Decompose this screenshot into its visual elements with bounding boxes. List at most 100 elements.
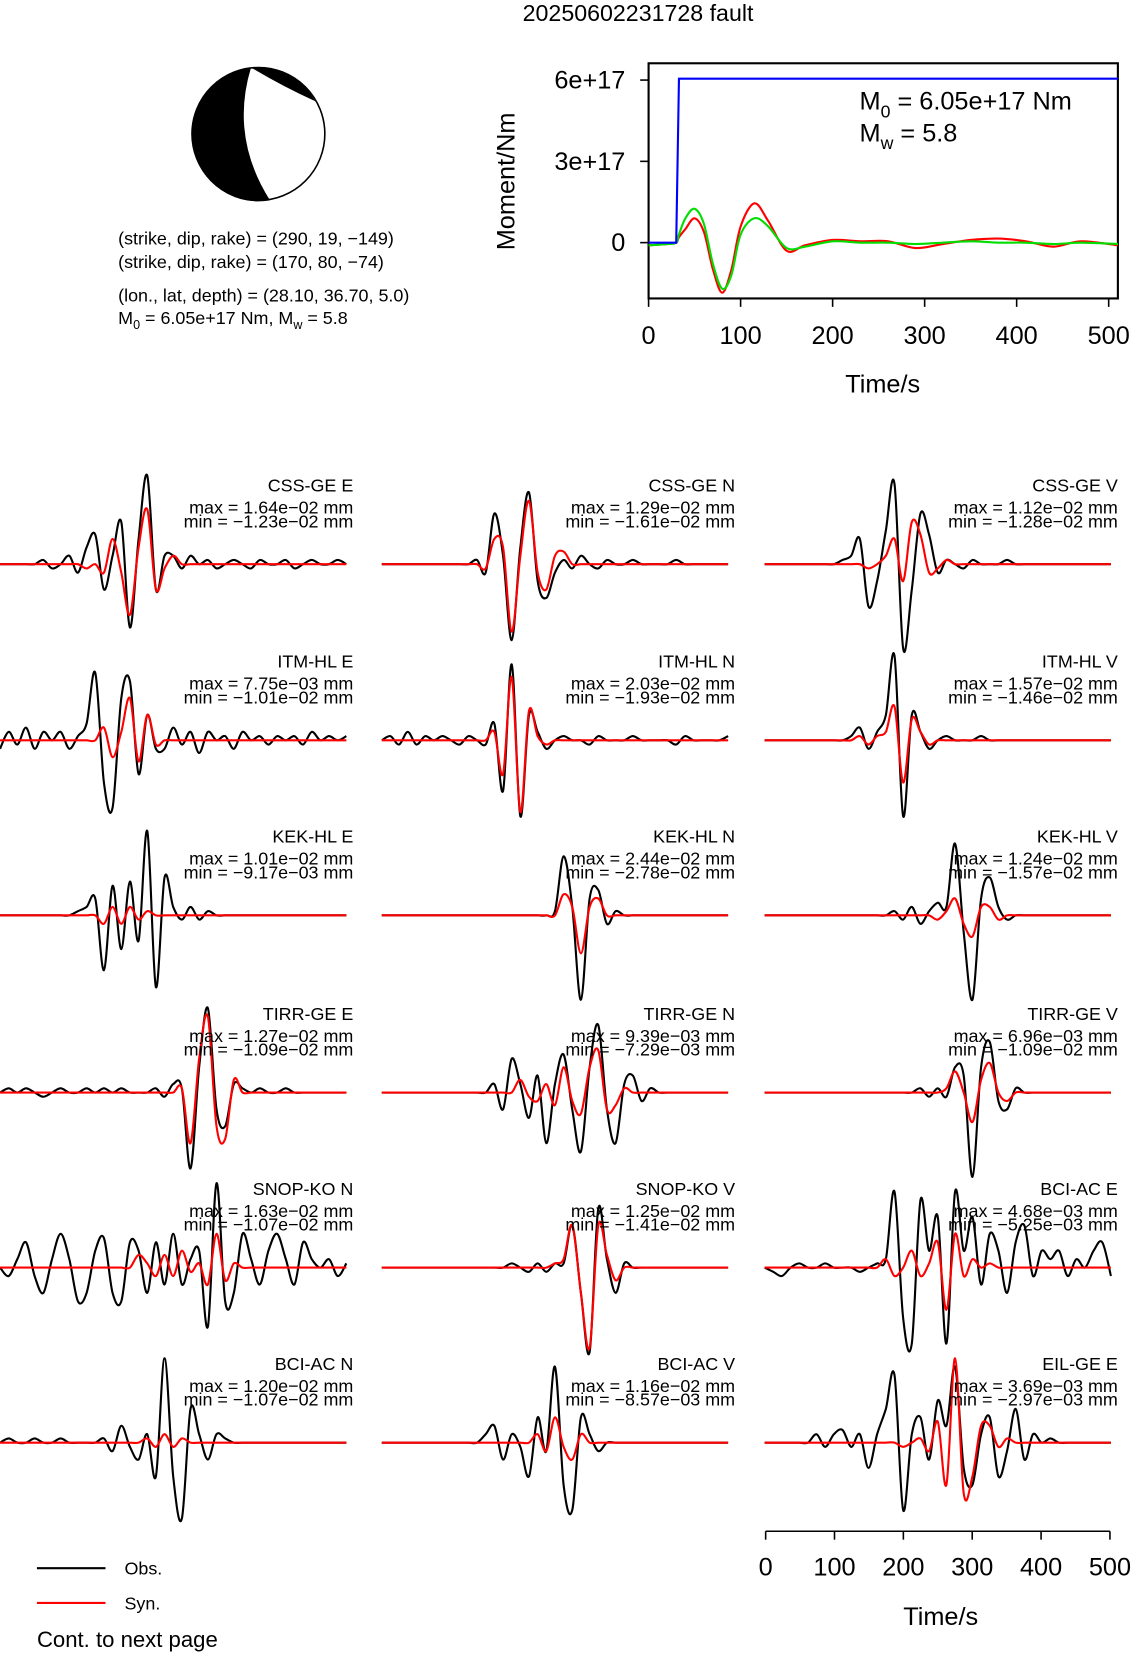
station-label: TIRR-GE E [263, 1004, 354, 1024]
max-label: max = 3.69e−03 mm [954, 1376, 1118, 1396]
footer-note: Cont. to next page [37, 1627, 218, 1652]
text-part: (strike, dip, rake) = (290, 19, −149) [118, 229, 394, 249]
max-label: max = 9.39e−03 mm [571, 1026, 735, 1046]
annotation: Mw = 5.8 [860, 119, 958, 153]
legend-label: Syn. [124, 1593, 160, 1613]
min-label: min = −1.07e−02 mm [184, 1390, 354, 1410]
max-label: max = 4.68e−03 mm [954, 1201, 1118, 1221]
x-tick-label: 100 [813, 1554, 855, 1582]
synthetic-trace [764, 1232, 1111, 1311]
text-part: = 6.05e+17 Nm [890, 88, 1071, 116]
max-label: max = 6.96e−03 mm [954, 1026, 1118, 1046]
subscript: w [292, 318, 303, 332]
legend-label: Obs. [124, 1558, 162, 1578]
synthetic-trace [381, 1220, 729, 1351]
station-label: KEK-HL N [653, 827, 735, 847]
subscript: 0 [133, 318, 140, 332]
x-axis-label: Time/s [903, 1603, 978, 1631]
y-axis-label: Moment/Nm [493, 113, 521, 251]
max-label: max = 1.64e−02 mm [189, 498, 353, 518]
series-line [648, 202, 1118, 294]
station-label: CSS-GE V [1032, 475, 1118, 495]
min-label: min = −1.93e−02 mm [565, 687, 735, 707]
x-tick-label: 200 [882, 1554, 924, 1582]
y-tick-label: 6e+17 [554, 67, 625, 95]
text-part: (lon., lat, depth) = (28.10, 36.70, 5.0) [118, 286, 409, 306]
synthetic-trace [381, 675, 729, 814]
max-label: max = 2.03e−02 mm [571, 674, 735, 694]
x-tick-label: 300 [904, 322, 946, 350]
min-label: min = −2.78e−02 mm [565, 862, 735, 882]
min-label: min = −5.25e−03 mm [948, 1215, 1118, 1235]
min-label: min = −1.28e−02 mm [948, 511, 1118, 531]
synthetic-trace [764, 1061, 1111, 1124]
synthetic-trace [0, 905, 347, 925]
station-label: ITM-HL N [658, 652, 735, 672]
min-label: min = −1.61e−02 mm [565, 511, 735, 531]
y-tick-label: 0 [611, 229, 625, 257]
station-label: SNOP-KO N [253, 1179, 353, 1199]
min-label: min = −8.57e−03 mm [565, 1390, 735, 1410]
figure-title: 20250602231728 fault [523, 0, 754, 26]
max-label: max = 1.29e−02 mm [571, 498, 735, 518]
min-label: min = −2.97e−03 mm [948, 1390, 1118, 1410]
station-label: TIRR-GE N [644, 1004, 736, 1024]
synthetic-trace [0, 1232, 347, 1287]
mechanism-line: (lon., lat, depth) = (28.10, 36.70, 5.0) [118, 286, 409, 306]
text-part: M [118, 308, 133, 328]
max-label: max = 1.20e−02 mm [189, 1376, 353, 1396]
mechanism-line: (strike, dip, rake) = (290, 19, −149) [118, 229, 394, 249]
text-part: = 5.8 [302, 308, 347, 328]
mechanism-line: (strike, dip, rake) = (170, 80, −74) [118, 252, 384, 272]
min-label: min = −9.17e−03 mm [184, 862, 354, 882]
station-label: CSS-GE N [649, 475, 736, 495]
series-line [648, 207, 1118, 291]
plot-frame [647, 62, 1119, 300]
x-axis-label: Time/s [845, 370, 920, 398]
y-tick-label: 3e+17 [554, 148, 625, 176]
station-label: BCI-AC N [275, 1354, 354, 1374]
station-label: CSS-GE E [268, 475, 354, 495]
synthetic-trace [381, 1416, 729, 1461]
subscript: w [880, 133, 894, 153]
max-label: max = 1.63e−02 mm [189, 1201, 353, 1221]
synthetic-trace [381, 1047, 729, 1117]
text-part: M [860, 119, 881, 147]
text-part: M [860, 88, 881, 116]
observed-trace [764, 1188, 1112, 1353]
x-tick-label: 0 [642, 322, 656, 350]
station-label: SNOP-KO V [636, 1179, 736, 1199]
max-label: max = 1.25e−02 mm [571, 1201, 735, 1221]
subscript: 0 [881, 101, 891, 121]
station-label: TIRR-GE V [1027, 1004, 1118, 1024]
station-label: ITM-HL V [1042, 652, 1118, 672]
max-label: max = 1.27e−02 mm [189, 1026, 353, 1046]
synthetic-trace [764, 518, 1111, 583]
min-label: min = −1.46e−02 mm [948, 687, 1118, 707]
min-label: min = −1.09e−02 mm [948, 1040, 1118, 1060]
text-part: (strike, dip, rake) = (170, 80, −74) [118, 252, 384, 272]
observed-trace [0, 1006, 347, 1170]
max-label: max = 7.75e−03 mm [189, 674, 353, 694]
x-tick-label: 500 [1089, 1554, 1131, 1582]
series-line [648, 77, 1118, 244]
x-tick-label: 300 [951, 1554, 993, 1582]
max-label: max = 1.12e−02 mm [954, 498, 1118, 518]
x-tick-label: 400 [996, 322, 1038, 350]
min-label: min = −1.41e−02 mm [565, 1215, 735, 1235]
x-tick-label: 500 [1088, 322, 1130, 350]
